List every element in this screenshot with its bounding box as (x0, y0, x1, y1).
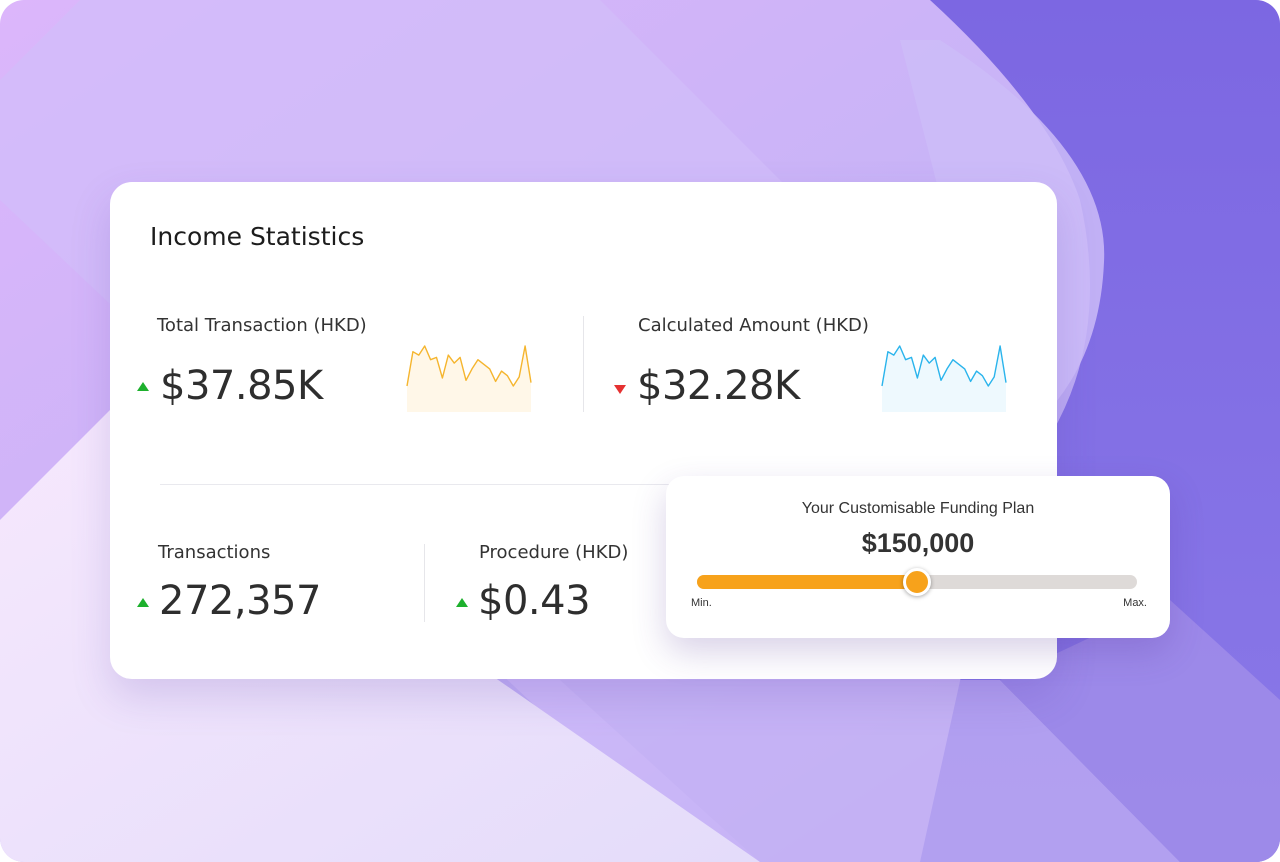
sparkline-area (407, 346, 531, 412)
bg-lower-mid-band (560, 680, 1180, 862)
stat-value: $32.28K (637, 363, 800, 409)
stat-total-transaction: Total Transaction (HKD) $37.85K (137, 315, 597, 415)
bg-lower-right-band (1000, 600, 1280, 862)
trend-up-icon (137, 382, 149, 391)
stat-label: Calculated Amount (HKD) (638, 315, 869, 336)
stat-calculated-amount: Calculated Amount (HKD) $32.28K (614, 315, 1038, 415)
stat-label: Transactions (158, 542, 271, 563)
stat-value: 272,357 (159, 578, 321, 624)
trend-up-icon (137, 598, 149, 607)
section-divider (160, 484, 672, 485)
slider-min-label: Min. (691, 597, 712, 609)
sparkline-line (881, 345, 1007, 387)
sparkline-calculated-amount (881, 345, 1007, 412)
funding-slider-thumb[interactable] (903, 568, 931, 596)
funding-slider-fill (697, 575, 917, 589)
trend-up-icon (456, 598, 468, 607)
funding-plan-title: Your Customisable Funding Plan (801, 500, 1035, 517)
stat-label: Total Transaction (HKD) (157, 315, 367, 336)
stat-divider (583, 316, 584, 412)
stat-value: $0.43 (478, 578, 591, 624)
sparkline-area (882, 346, 1006, 412)
funding-plan-card: Your Customisable Funding Plan $150,000 … (666, 476, 1170, 638)
trend-down-icon (614, 385, 626, 394)
sparkline-total-transaction (406, 345, 532, 412)
stat-label: Procedure (HKD) (479, 542, 629, 563)
slider-max-label: Max. (1123, 597, 1147, 609)
sparkline-line (406, 345, 532, 387)
stat-procedure: Procedure (HKD) $0.43 (456, 542, 679, 632)
stat-transactions: Transactions 272,357 (137, 542, 418, 632)
funding-slider-track[interactable] (697, 568, 1137, 596)
card-title: Income Statistics (150, 222, 365, 251)
stat-value: $37.85K (160, 363, 323, 409)
stat-divider (424, 544, 425, 622)
funding-amount: $150,000 (861, 528, 975, 558)
